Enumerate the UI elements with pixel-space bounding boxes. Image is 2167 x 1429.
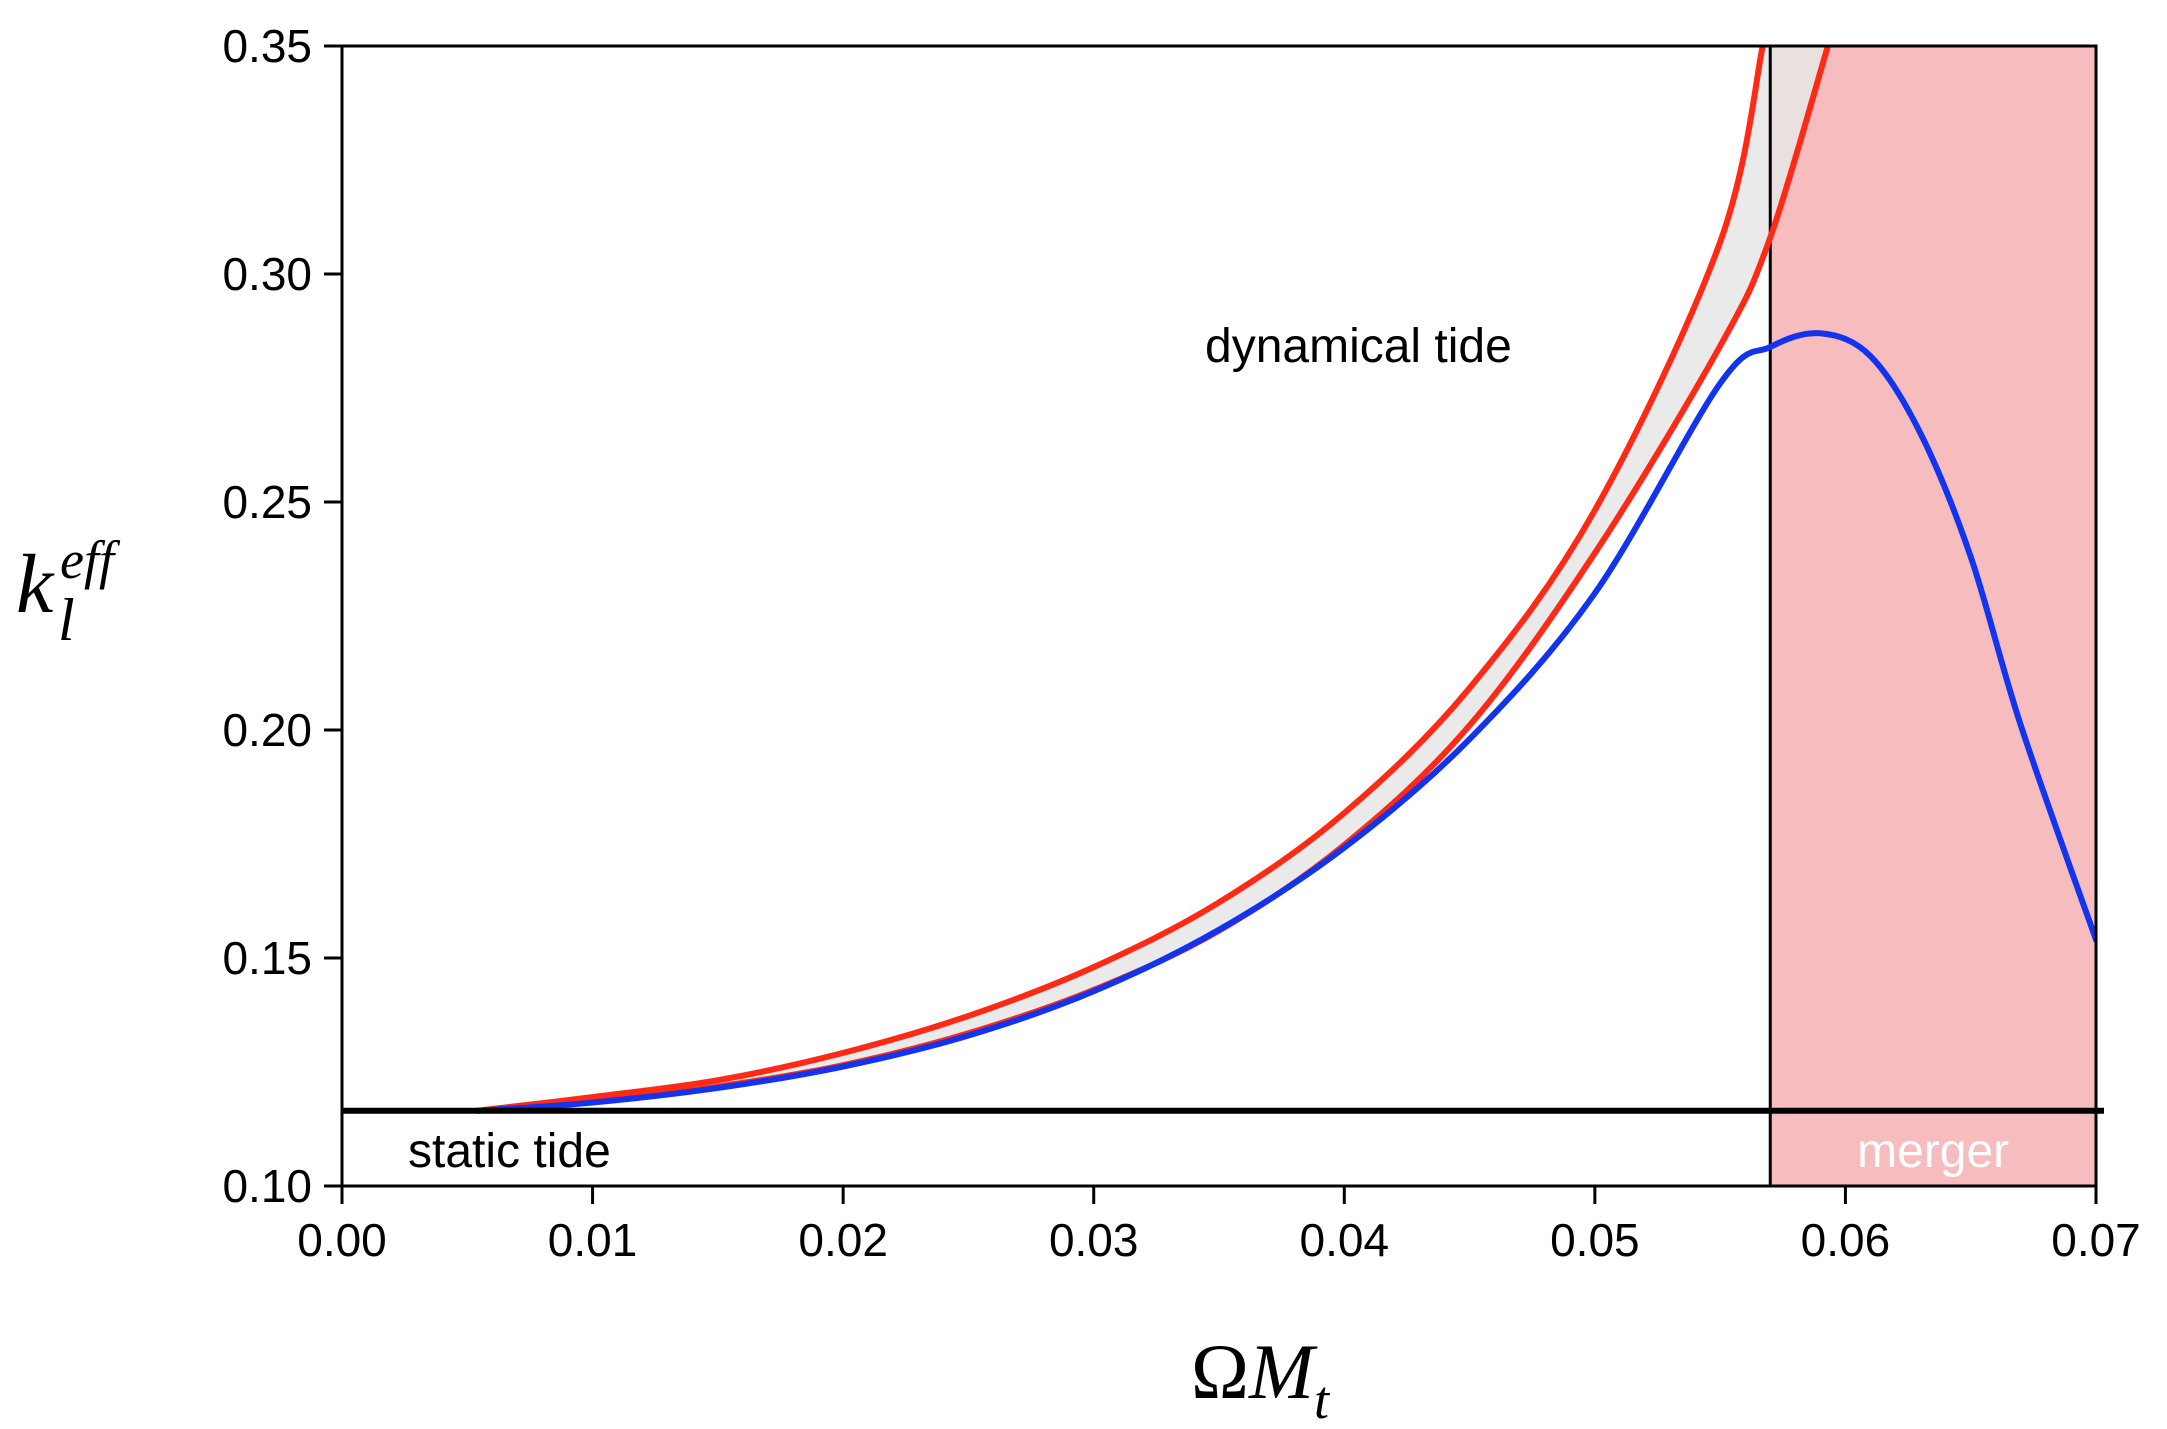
x-tick-label: 0.03: [1049, 1214, 1139, 1266]
plot-frame: [340, 44, 2098, 1188]
y-tick-label: 0.30: [222, 248, 312, 300]
y-axis-title-sup: eff: [60, 530, 121, 590]
dynamical-tide-label: dynamical tide: [1205, 320, 1512, 373]
x-tick-label: 0.02: [798, 1214, 888, 1266]
x-tick-label: 0.04: [1300, 1214, 1390, 1266]
x-tick-label: 0.07: [2051, 1214, 2141, 1266]
y-axis-title-k: k: [16, 538, 55, 631]
x-tick-label: 0.05: [1550, 1214, 1640, 1266]
merger-region: [1770, 46, 2096, 1186]
model-line: [474, 330, 2096, 1114]
upper-bound-line: [474, 46, 1766, 1114]
lines-layer: [474, 46, 2096, 1186]
regions-layer: [1770, 46, 2096, 1186]
band-layer: [477, 46, 1828, 1111]
y-tick-label: 0.10: [222, 1160, 312, 1212]
dynamical-tide-band: [477, 46, 1828, 1111]
y-tick-label: 0.25: [222, 476, 312, 528]
static-tide-label: static tide: [408, 1125, 611, 1178]
x-tick-label: 0.06: [1801, 1214, 1891, 1266]
x-tick-label: 0.00: [297, 1214, 387, 1266]
y-tick-label: 0.20: [222, 704, 312, 756]
merger-label: merger: [1857, 1125, 2009, 1178]
y-axis-title-sub: l: [58, 587, 75, 653]
y-tick-label: 0.15: [222, 932, 312, 984]
axes-layer: [324, 44, 2104, 1204]
x-tick-label: 0.01: [548, 1214, 638, 1266]
texts-layer: 0.00 0.01 0.02 0.03 0.04 0.05 0.06 0.07 0.10 0.15…: [16, 20, 2141, 1429]
x-axis-title: ΩMt: [1191, 1328, 1331, 1429]
y-tick-label: 0.35: [222, 20, 312, 72]
